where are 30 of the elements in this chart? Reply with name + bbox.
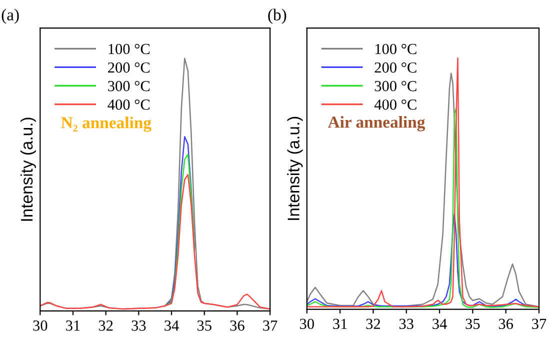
legend-label: 100 °C <box>375 44 416 54</box>
x-tick-label: 36 <box>230 320 244 331</box>
annotation: N₂ annealing <box>61 116 152 132</box>
legend-label: 200 °C <box>108 62 150 73</box>
y-axis-title: Intensity (a.u.) <box>20 118 36 221</box>
x-tick-label: 36 <box>498 318 514 330</box>
x-tick-label: 33 <box>399 318 414 330</box>
x-tick-label: 32 <box>366 318 380 330</box>
x-tick-label: 35 <box>466 318 480 330</box>
legend-label: 400 °C <box>374 99 416 110</box>
x-tick-label: 37 <box>532 318 546 330</box>
x-tick-label: 34 <box>164 320 179 331</box>
x-tick-label: 32 <box>98 320 113 331</box>
x-tick-label: 33 <box>132 320 146 331</box>
x-tick-label: 30 <box>300 318 314 330</box>
legend-label: 300 °C <box>108 80 150 92</box>
x-tick-label: 31 <box>333 318 347 330</box>
x-tick-label: 35 <box>197 320 212 331</box>
x-tick-label: 34 <box>432 318 447 330</box>
annotation: Air annealing <box>328 116 426 132</box>
x-tick-label: 31 <box>66 320 80 331</box>
legend-label: 100 °C <box>108 44 150 54</box>
chart-title: (b) <box>268 8 286 24</box>
legend-label: 200 °C <box>374 62 416 73</box>
legend-label: 400 °C <box>108 99 150 110</box>
x-tick-label: 37 <box>263 320 278 331</box>
legend-label: 300 °C <box>374 80 416 92</box>
chart-title: (a) <box>2 8 19 24</box>
x-tick-label: 30 <box>33 320 48 331</box>
y-axis-title: Intensity (a.u.) <box>287 116 303 220</box>
